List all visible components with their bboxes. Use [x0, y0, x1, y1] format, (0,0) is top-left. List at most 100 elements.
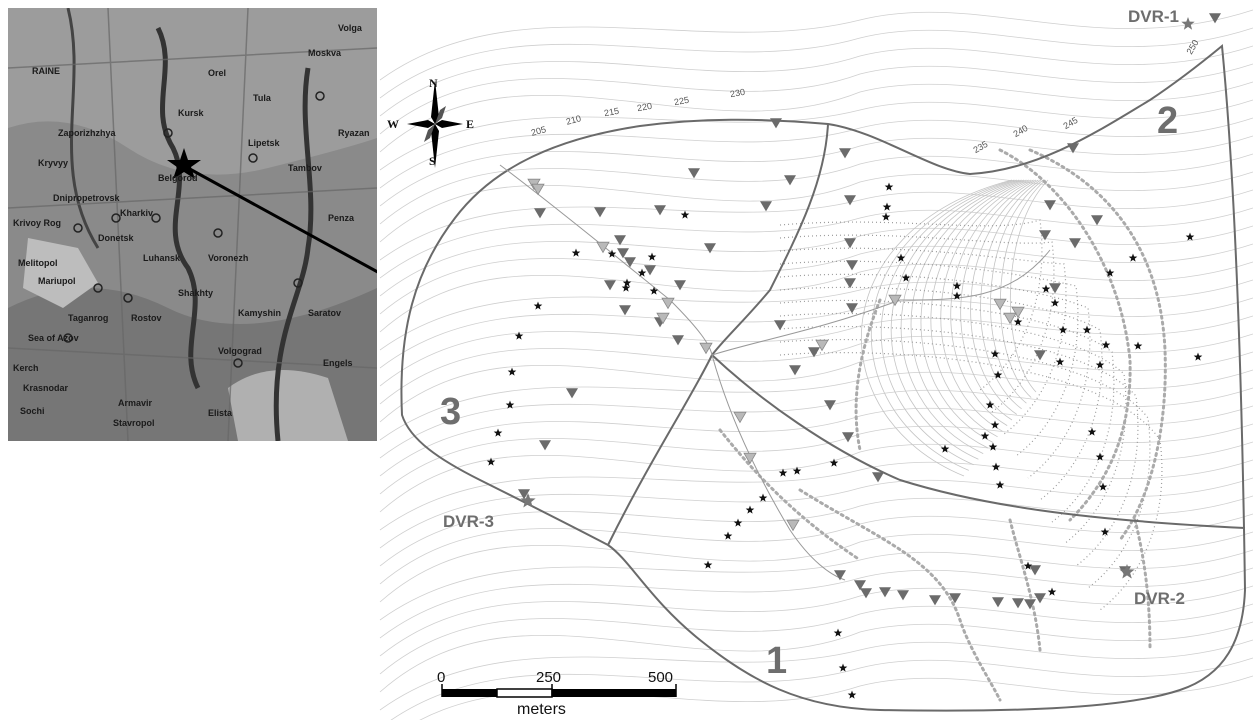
- inset-place-label: Kamyshin: [238, 308, 282, 318]
- dark-triangle: [624, 257, 636, 268]
- dark-triangle: [784, 175, 796, 186]
- inset-place-label: Armavir: [118, 398, 153, 408]
- inset-place-label: Sea of Azov: [28, 333, 79, 343]
- station-dvr1-star: [1181, 17, 1195, 30]
- star-marker: [1041, 284, 1051, 293]
- contour-line: [379, 351, 1253, 423]
- terrace-line: [779, 352, 1163, 611]
- star-marker: [940, 444, 950, 453]
- star-marker: [758, 493, 768, 502]
- dark-triangle: [1067, 143, 1079, 154]
- dark-triangle: [1091, 215, 1103, 226]
- dark-triangle: [844, 238, 856, 249]
- dark-triangle: [539, 440, 551, 451]
- star-marker: [514, 331, 524, 340]
- dark-triangle: [604, 280, 616, 291]
- star-marker: [1095, 360, 1105, 369]
- dark-triangle: [949, 593, 961, 604]
- contour-line: [920, 179, 1027, 443]
- inset-place-label: Tambov: [288, 163, 322, 173]
- star-marker: [1101, 340, 1111, 349]
- dark-triangle: [594, 207, 606, 218]
- contour-line: [379, 513, 1253, 585]
- inset-place-label: Tula: [253, 93, 271, 103]
- contour-line: [379, 585, 1253, 657]
- contour-line: [379, 63, 1253, 135]
- dark-triangle: [1029, 565, 1041, 576]
- star-marker: [723, 531, 733, 540]
- dark-triangle: [1034, 593, 1046, 604]
- contour-line: [379, 171, 1253, 243]
- contour-line: [379, 99, 1253, 171]
- dark-triangle: [774, 320, 786, 331]
- dark-triangle: [1024, 599, 1036, 610]
- dark-triangle: [879, 587, 891, 598]
- dark-triangle: [846, 303, 858, 314]
- light-triangle: [993, 298, 1007, 311]
- light-triangle: [656, 312, 670, 325]
- star-marker: [901, 273, 911, 282]
- star-marker: [622, 278, 632, 287]
- star-marker: [1050, 298, 1060, 307]
- inset-place-label: Belgorod: [158, 173, 198, 183]
- contour-line: [379, 369, 1253, 441]
- contour-line: [379, 387, 1253, 459]
- subbasin-3-label: 3: [440, 391, 462, 433]
- contour-line: [990, 179, 1044, 404]
- contour-line: [379, 153, 1253, 225]
- inset-place-label: Kerch: [13, 363, 39, 373]
- contour-line: [379, 81, 1253, 153]
- dotted-line: [1008, 518, 1042, 652]
- station-dvr1-label: DVR-1: [1128, 7, 1180, 26]
- star-marker: [486, 457, 496, 466]
- contour-line: [379, 135, 1253, 207]
- star-marker: [1128, 253, 1138, 262]
- thalweg-line: [499, 164, 713, 356]
- star-marker: [847, 690, 857, 699]
- contour-line: [860, 179, 1013, 477]
- dark-triangle: [617, 248, 629, 259]
- inset-place-label: Melitopol: [18, 258, 58, 268]
- contour-line: [880, 179, 1017, 466]
- contour-line: [379, 189, 1253, 261]
- star-marker: [896, 253, 906, 262]
- contour-line: [379, 405, 1253, 477]
- inset-place-label: Penza: [328, 213, 355, 223]
- contour-line: [1010, 179, 1049, 393]
- dark-triangle: [860, 588, 872, 599]
- terrace-lines: [779, 219, 1163, 611]
- thalweg-line: [711, 354, 846, 581]
- inset-place-label: Elista: [208, 408, 233, 418]
- catchment-outer-boundary: [400, 44, 1247, 712]
- contour-line: [379, 243, 1253, 315]
- contour-line: [390, 657, 1253, 720]
- star-marker: [838, 663, 848, 672]
- star-marker: [1105, 268, 1115, 277]
- dark-triangle: [1209, 13, 1221, 24]
- star-marker: [882, 202, 892, 211]
- dark-triangle: [824, 400, 836, 411]
- terrace-line: [779, 234, 1055, 413]
- star-marker: [1055, 357, 1065, 366]
- contour-line: [1000, 179, 1046, 398]
- star-marker: [1193, 352, 1203, 361]
- inset-place-label: Stavropol: [113, 418, 155, 428]
- inset-place-label: Kharkiv: [120, 208, 154, 218]
- dark-triangle: [854, 580, 866, 591]
- star-marker: [985, 400, 995, 409]
- dark-triangle: [619, 305, 631, 316]
- scale-tick-250: 250: [536, 669, 562, 686]
- star-marker: [607, 249, 617, 258]
- star-marker: [1098, 482, 1108, 491]
- contour-line: [379, 315, 1253, 387]
- contour-line: [910, 179, 1025, 449]
- dark-triangle: [688, 168, 700, 179]
- dark-triangle: [1049, 283, 1061, 294]
- terrace-line: [779, 260, 1079, 457]
- dark-triangle: [834, 570, 846, 581]
- subbasin-boundaries: [400, 44, 1247, 712]
- dark-triangle: [842, 432, 854, 443]
- contour-line: [419, 675, 1253, 720]
- contour-line: [379, 117, 1253, 189]
- inset-place-label: Taganrog: [68, 313, 109, 323]
